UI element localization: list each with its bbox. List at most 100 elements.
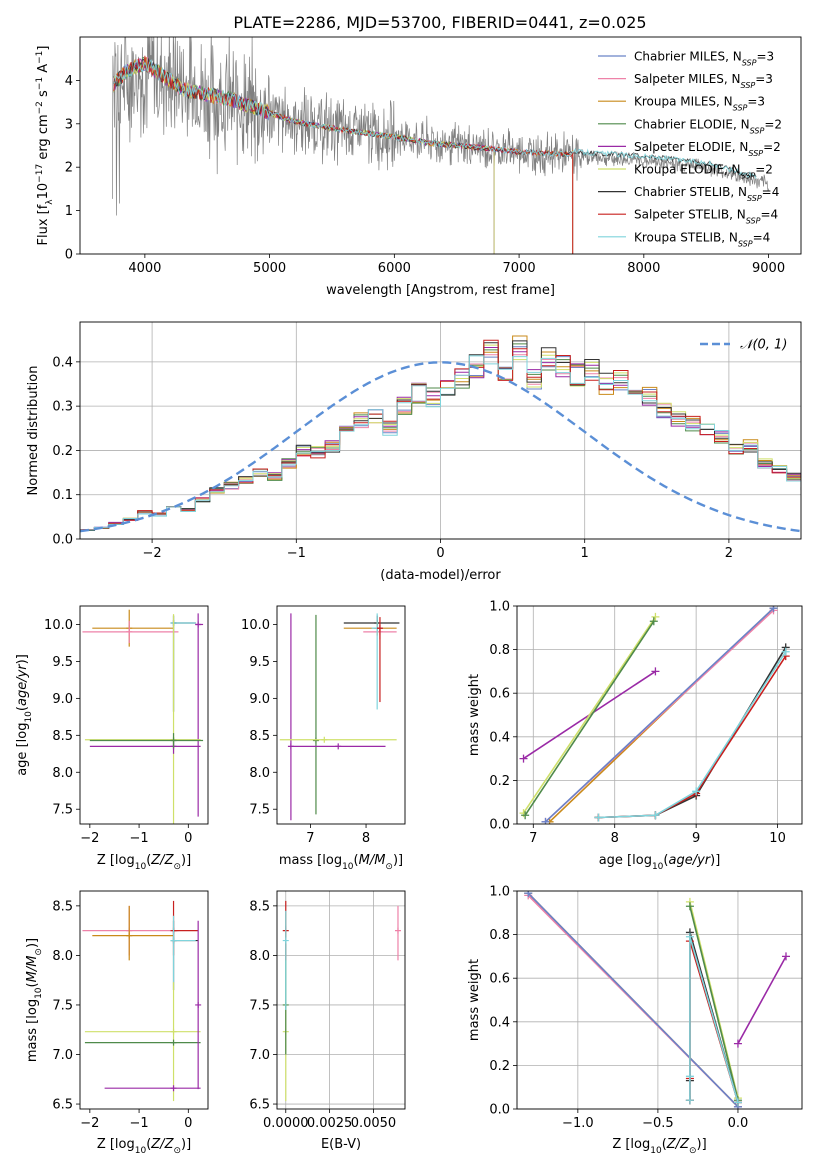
label-part: Z [log bbox=[97, 853, 135, 868]
label-part: Z [log bbox=[97, 1137, 135, 1152]
point-marker bbox=[170, 1085, 177, 1092]
axes-frame bbox=[516, 890, 803, 1110]
legend-sub: SSP bbox=[738, 239, 753, 248]
x-tick-label: 0.0 bbox=[728, 1116, 749, 1131]
x-tick-label: −1 bbox=[287, 546, 306, 561]
z-mass-plot bbox=[82, 900, 202, 1102]
legend-sub: SSP bbox=[741, 81, 756, 90]
y-tick-label: 0.0 bbox=[489, 1103, 510, 1118]
x-tick-label: 2 bbox=[725, 546, 733, 561]
age-weight-xlabel: age [log10(age/yr)] bbox=[599, 853, 721, 872]
y-tick-label: 0.0 bbox=[52, 533, 73, 548]
weight-line bbox=[544, 607, 775, 823]
label-part: Z/Z bbox=[150, 853, 174, 868]
label-part: 10 bbox=[135, 1146, 147, 1156]
y-tick-label: 8.0 bbox=[249, 766, 270, 781]
x-tick-label: −2 bbox=[143, 546, 162, 561]
x-tick-label: 0.0050 bbox=[351, 1116, 397, 1131]
label-part: ⊙ bbox=[173, 862, 181, 872]
y-tick-label: 6.5 bbox=[249, 1098, 270, 1113]
legend-sub: SSP bbox=[742, 58, 757, 67]
label-part: ( bbox=[25, 982, 40, 987]
label-part: age [log bbox=[15, 723, 30, 776]
y-tick-label: 1.0 bbox=[489, 600, 510, 615]
spectrum-axes: 4000 5000 6000 7000 8000 9000 0 1 2 3 4 bbox=[65, 74, 785, 276]
weight-marker bbox=[524, 891, 533, 898]
label-part: Flux [f bbox=[36, 204, 51, 245]
legend-label: Chabrier MILES, NSSP=3 bbox=[634, 50, 774, 68]
spectrum-plot bbox=[112, 37, 769, 254]
label-part: Z/Z bbox=[666, 1137, 690, 1152]
y-tick-label: 6.5 bbox=[52, 1098, 73, 1113]
weight-line bbox=[524, 620, 655, 816]
legend-label: Chabrier ELODIE, NSSP=2 bbox=[634, 117, 782, 135]
label-part: )] bbox=[25, 938, 40, 948]
x-tick-label: 0 bbox=[436, 546, 444, 561]
x-tick-label: −1 bbox=[129, 831, 148, 846]
y-tick-label: 7.0 bbox=[52, 1048, 73, 1063]
weight-line bbox=[737, 956, 787, 1044]
point-marker bbox=[394, 927, 401, 934]
label-part: 10 bbox=[24, 711, 34, 723]
y-tick-label: 0.6 bbox=[489, 687, 510, 702]
x-tick-label: 5000 bbox=[253, 261, 286, 276]
point-marker bbox=[170, 937, 177, 944]
legend-text: =3 bbox=[755, 72, 773, 86]
weight-marker bbox=[685, 902, 694, 911]
spectrum-xlabel: wavelength [Angstrom, rest frame] bbox=[326, 283, 555, 298]
z-weight-ylabel: mass weight bbox=[467, 959, 482, 1041]
z-weight-xlabel: Z [log10(Z/Z⊙)] bbox=[612, 1137, 706, 1156]
weight-line bbox=[689, 936, 739, 1103]
x-tick-label: 7000 bbox=[503, 261, 536, 276]
x-tick-label: 8 bbox=[611, 831, 619, 846]
legend-text: Salpeter MILES, N bbox=[634, 72, 741, 86]
y-tick-label: 0.4 bbox=[489, 730, 510, 745]
figure-title: PLATE=2286, MJD=53700, FIBERID=0441, z=0… bbox=[233, 13, 646, 32]
legend-text: Chabrier STELIB, N bbox=[634, 185, 747, 199]
legend-sub: SSP bbox=[747, 194, 762, 203]
y-tick-label: 0.2 bbox=[489, 1059, 510, 1074]
label-part: )] bbox=[393, 853, 403, 868]
label-part: Z [log bbox=[612, 1137, 650, 1152]
legend-label: Kroupa ELODIE, NSSP=2 bbox=[634, 163, 773, 181]
y-tick-label: 0.2 bbox=[52, 444, 73, 459]
label-part: ( bbox=[146, 853, 151, 868]
y-tick-label: 2 bbox=[65, 161, 73, 176]
label-part: 10 bbox=[342, 862, 354, 872]
legend-label: Kroupa STELIB, NSSP=4 bbox=[634, 230, 770, 248]
y-tick-label: 8.0 bbox=[52, 949, 73, 964]
legend-sub: SSP bbox=[750, 126, 765, 135]
point-marker bbox=[170, 1028, 177, 1035]
point-marker bbox=[282, 937, 289, 944]
normal-curve bbox=[80, 361, 801, 533]
spectrum-model-line bbox=[113, 56, 495, 254]
z-mass-xlabel: Z [log10(Z/Z⊙)] bbox=[97, 1137, 191, 1156]
y-tick-label: 8.5 bbox=[52, 899, 73, 914]
y-tick-label: 1 bbox=[65, 204, 73, 219]
x-tick-label: −2 bbox=[80, 1116, 99, 1131]
y-tick-label: 7.5 bbox=[249, 998, 270, 1013]
y-tick-label: 0.4 bbox=[489, 1015, 510, 1030]
axes-frame bbox=[79, 605, 209, 825]
label-part: mass weight bbox=[467, 674, 482, 756]
weight-marker bbox=[649, 617, 658, 626]
label-part: ( bbox=[146, 1137, 151, 1152]
y-tick-label: 0.2 bbox=[489, 774, 510, 789]
y-tick-label: 0 bbox=[65, 248, 73, 263]
label-part: λ bbox=[45, 199, 55, 205]
age-weight-ylabel: mass weight bbox=[467, 674, 482, 756]
x-tick-label: 10 bbox=[769, 831, 786, 846]
label-part: ( bbox=[15, 706, 30, 711]
legend-label: Kroupa MILES, NSSP=3 bbox=[634, 95, 765, 113]
axes-frame bbox=[79, 321, 802, 540]
label-part: )] bbox=[710, 853, 720, 868]
x-tick-label: 1 bbox=[581, 546, 589, 561]
x-tick-label: 9 bbox=[692, 831, 700, 846]
legend-text: Kroupa ELODIE, N bbox=[634, 163, 741, 177]
legend-label: Salpeter MILES, NSSP=3 bbox=[634, 72, 773, 90]
spectrum-ylabel: Flux [fλ10−17 erg cm−2 s−1 A−1] bbox=[35, 46, 55, 246]
label-part: mass weight bbox=[467, 959, 482, 1041]
label-part: ] bbox=[36, 46, 51, 51]
